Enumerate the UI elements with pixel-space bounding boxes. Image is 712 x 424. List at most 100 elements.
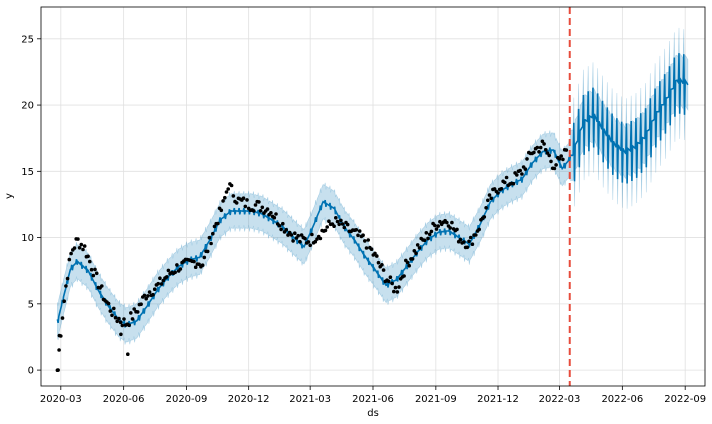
- observed-point: [325, 225, 330, 229]
- observed-point: [253, 203, 258, 207]
- x-tick-label: 2022-06: [601, 394, 643, 405]
- observed-point: [499, 187, 504, 191]
- observed-point: [438, 219, 442, 224]
- observed-point: [117, 316, 121, 321]
- observed-point: [564, 148, 569, 152]
- observed-point: [175, 263, 179, 267]
- observed-point: [315, 237, 319, 241]
- observed-point: [520, 172, 524, 176]
- uncertainty-interval: [57, 27, 689, 345]
- observed-point: [561, 157, 565, 162]
- interval-band-group: [57, 27, 689, 345]
- observed-point: [260, 205, 265, 210]
- observed-point: [557, 157, 562, 161]
- observed-point: [82, 244, 87, 248]
- observed-point: [369, 247, 374, 251]
- observed-point: [89, 267, 94, 272]
- observed-point: [144, 296, 148, 301]
- observed-point: [429, 229, 434, 234]
- x-tick-label: 2021-12: [477, 394, 519, 405]
- observed-point: [108, 309, 113, 313]
- observed-point: [79, 242, 84, 247]
- observed-point: [415, 243, 420, 247]
- observed-point: [380, 263, 384, 267]
- observed-point: [468, 235, 473, 240]
- observed-point: [357, 229, 362, 233]
- observed-point: [72, 246, 77, 250]
- observed-point: [342, 225, 347, 230]
- observed-point: [132, 307, 136, 311]
- observed-point: [356, 233, 360, 238]
- observed-point: [395, 290, 400, 294]
- observed-point: [216, 221, 220, 226]
- observed-point: [306, 240, 311, 244]
- observed-point: [465, 245, 470, 250]
- observed-point: [364, 246, 369, 250]
- observed-point: [166, 268, 171, 273]
- observed-point: [414, 251, 418, 256]
- observed-point: [272, 215, 277, 220]
- observed-point: [211, 231, 215, 236]
- observed-point: [64, 284, 68, 288]
- observed-point: [515, 173, 519, 177]
- observed-point: [202, 255, 207, 260]
- x-tick-label: 2020-09: [166, 394, 208, 405]
- observed-point: [284, 228, 289, 232]
- observed-point: [455, 227, 459, 232]
- observed-point: [231, 194, 236, 198]
- observed-point: [542, 142, 546, 146]
- observed-point: [86, 254, 90, 259]
- observed-point: [323, 228, 328, 233]
- observed-point: [130, 317, 135, 321]
- observed-point: [339, 218, 343, 223]
- observed-point: [110, 313, 114, 318]
- observed-point: [158, 276, 162, 281]
- observed-point: [552, 166, 557, 171]
- observed-point: [535, 145, 540, 150]
- observed-point: [205, 249, 210, 254]
- observed-points-group: [55, 139, 569, 373]
- x-tick-label: 2022-09: [664, 394, 706, 405]
- observed-point: [532, 150, 536, 155]
- x-tick-label: 2020-03: [40, 394, 82, 405]
- observed-point: [332, 224, 336, 228]
- observed-point: [91, 273, 96, 278]
- observed-point: [363, 239, 367, 243]
- observed-point: [334, 216, 338, 220]
- observed-point: [274, 212, 278, 216]
- observed-point: [212, 224, 217, 229]
- observed-point: [313, 239, 318, 244]
- observed-point: [434, 227, 439, 231]
- observed-point: [265, 207, 270, 211]
- observed-point: [223, 195, 227, 200]
- observed-point: [397, 285, 401, 289]
- observed-point: [151, 292, 155, 297]
- observed-point: [496, 191, 500, 195]
- observed-point: [221, 199, 225, 203]
- observed-point: [448, 226, 453, 230]
- observed-point: [388, 275, 393, 280]
- observed-point: [518, 168, 522, 173]
- observed-point: [126, 352, 130, 357]
- observed-point: [69, 251, 73, 256]
- observed-point: [65, 276, 70, 281]
- y-axis-label: y: [4, 193, 15, 199]
- observed-point: [94, 271, 99, 276]
- observed-point: [366, 238, 371, 242]
- observed-point: [390, 281, 394, 286]
- observed-point: [279, 227, 283, 232]
- observed-point: [142, 293, 147, 298]
- x-axis-ticks: 2020-03 2020-06 2020-09 2020-12 2021-03 2021-…: [40, 386, 706, 405]
- observed-point: [537, 150, 541, 154]
- observed-point: [486, 198, 490, 203]
- observed-point: [470, 242, 475, 246]
- observed-point: [289, 233, 294, 237]
- observed-point: [354, 228, 359, 232]
- observed-point: [308, 243, 313, 248]
- x-tick-label: 2022-03: [539, 394, 581, 405]
- observed-point: [376, 260, 381, 265]
- observed-point: [119, 332, 123, 337]
- observed-point: [405, 260, 410, 265]
- observed-point: [56, 368, 60, 372]
